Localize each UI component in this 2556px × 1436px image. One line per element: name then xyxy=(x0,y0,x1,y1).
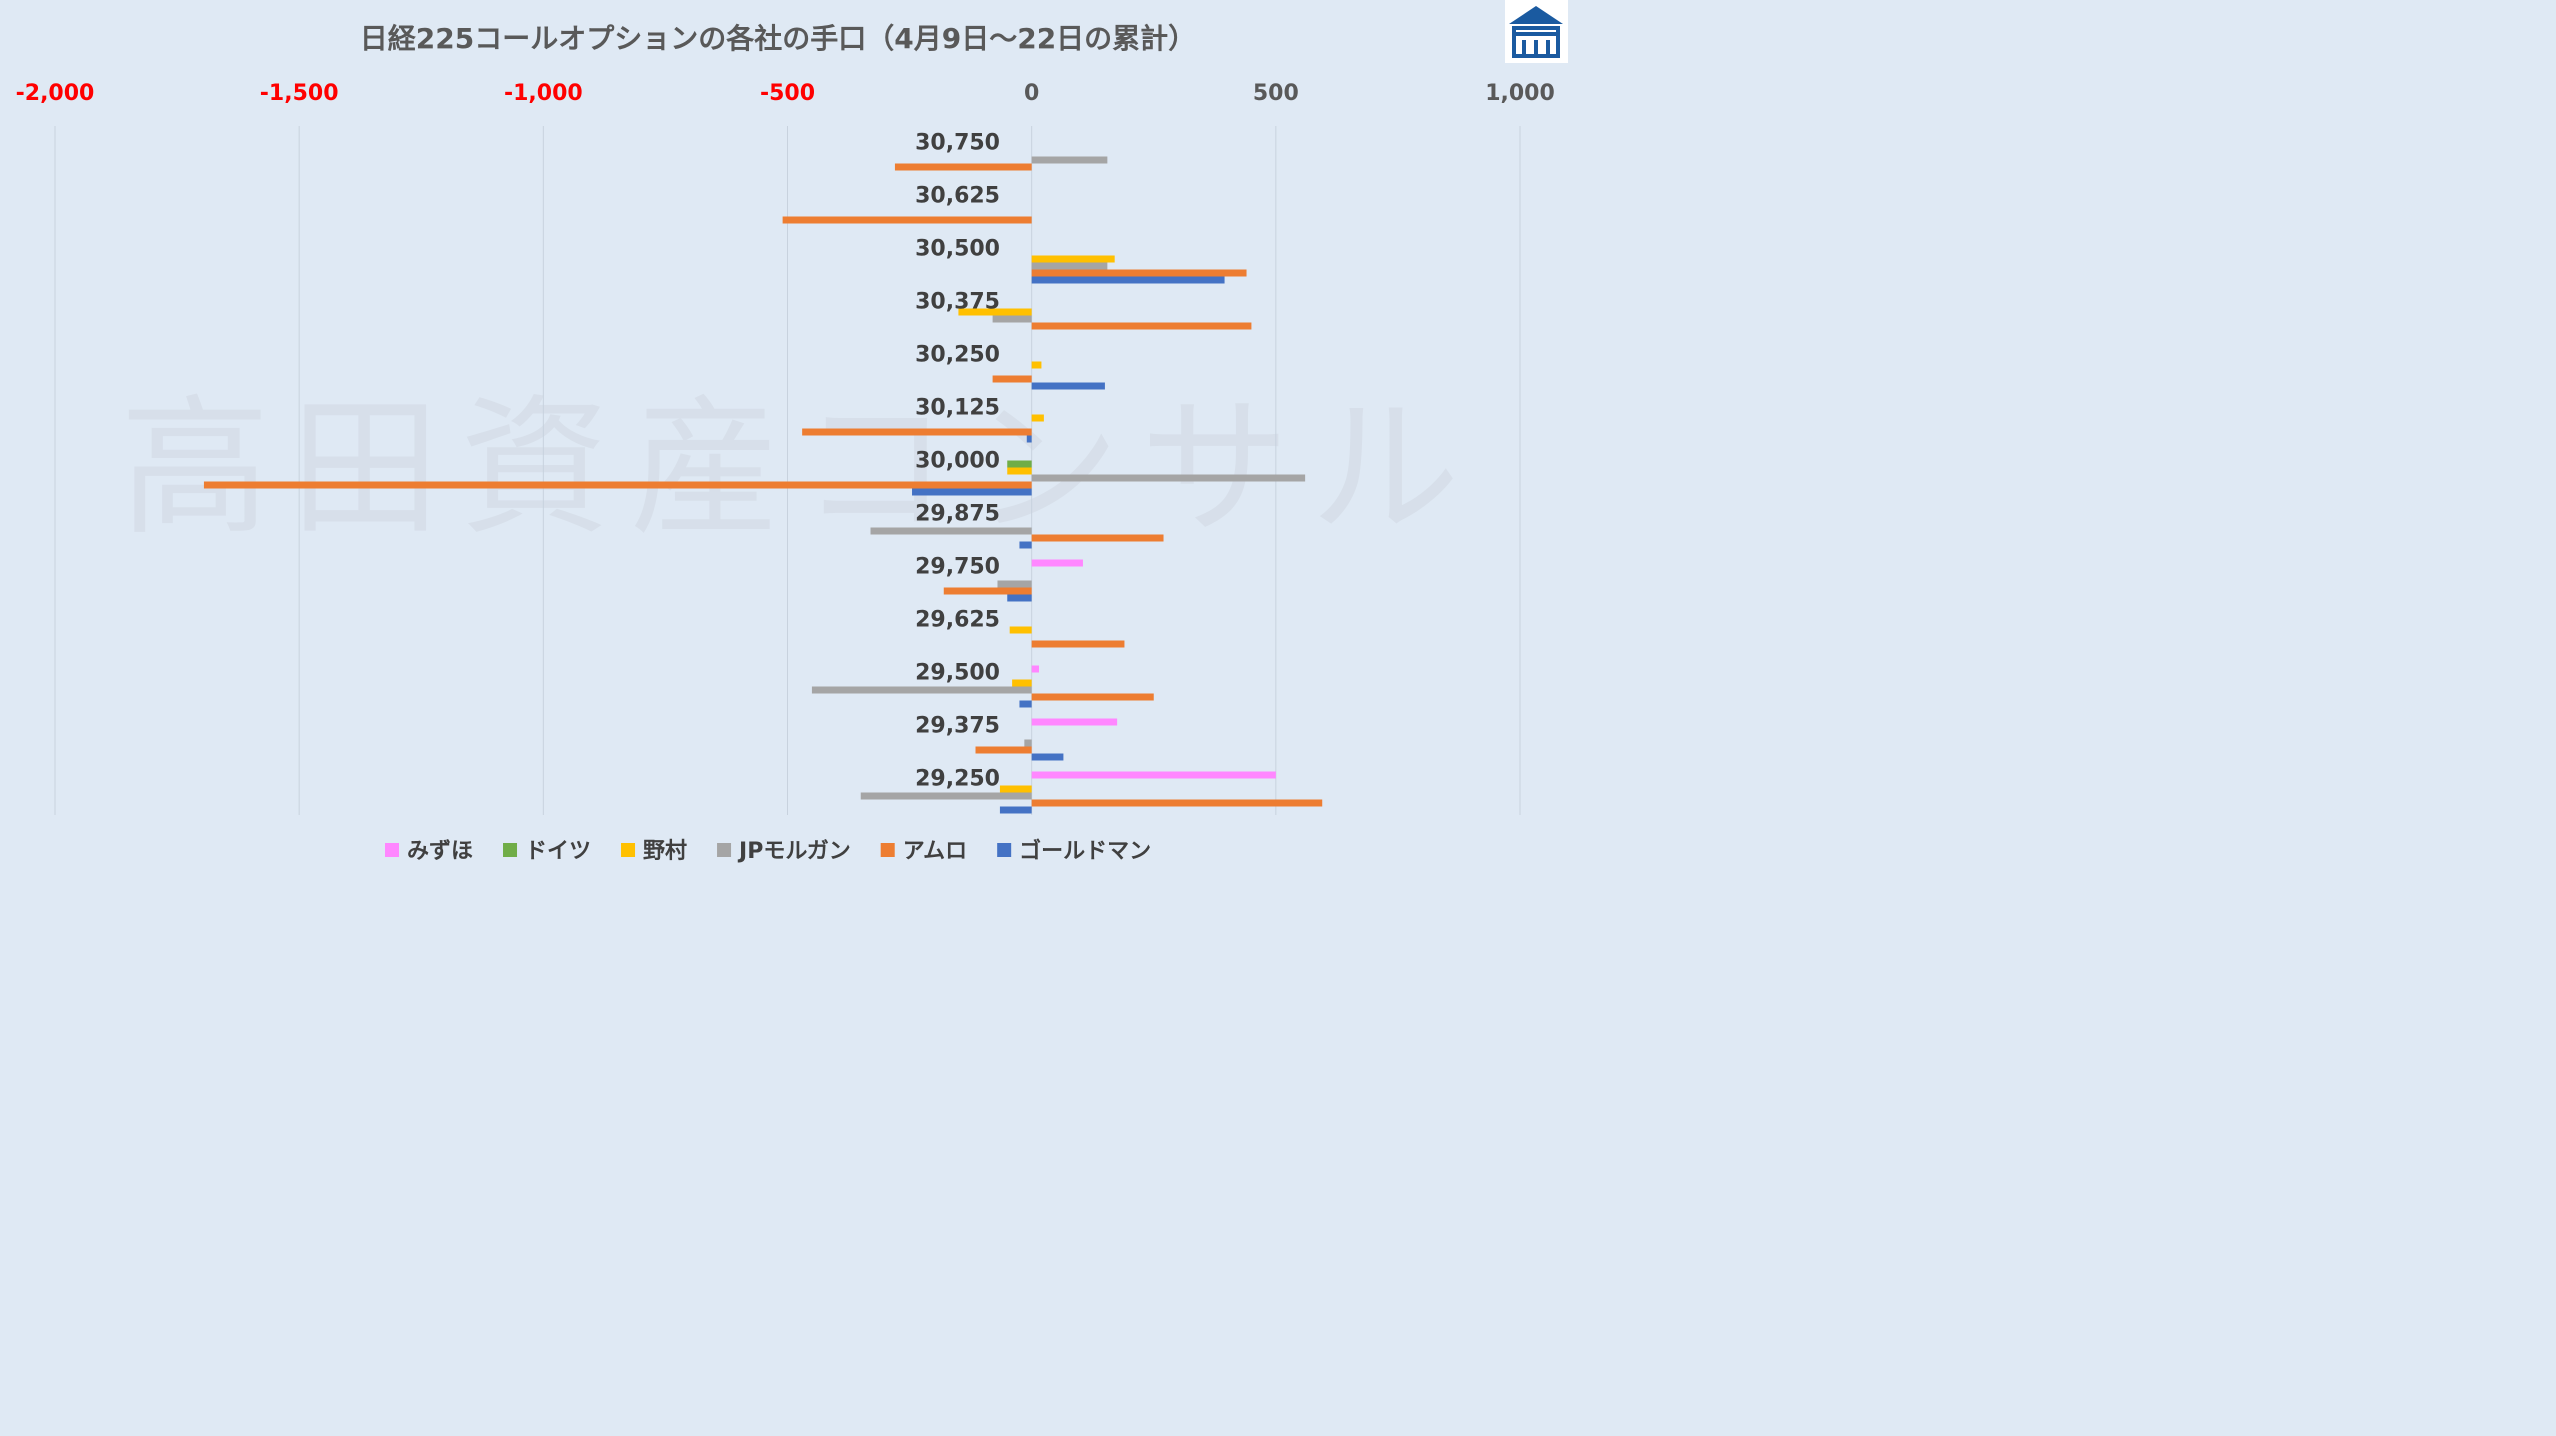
y-axis-ticks: 30,750 30,625 30,500 30,375 30,250 30,125 30,0… xyxy=(915,130,1000,791)
bar xyxy=(999,785,1032,793)
legend-swatch xyxy=(503,843,518,857)
bar xyxy=(1019,541,1032,549)
bar xyxy=(1031,156,1108,164)
bar xyxy=(992,375,1032,383)
bar xyxy=(999,806,1032,814)
bar xyxy=(1031,382,1105,390)
legend-swatch xyxy=(997,843,1012,857)
y-tick-label: 29,500 xyxy=(915,660,1000,685)
y-tick-label: 29,875 xyxy=(915,501,1000,526)
bars xyxy=(203,156,1323,814)
bar xyxy=(1031,361,1042,369)
bar xyxy=(1007,467,1032,475)
y-tick-label: 30,625 xyxy=(915,183,1000,208)
y-tick-label: 30,375 xyxy=(915,289,1000,314)
bar xyxy=(1026,435,1032,443)
bar xyxy=(943,587,1032,595)
y-tick-label: 30,750 xyxy=(915,130,1000,155)
bar xyxy=(1024,739,1032,747)
x-tick-label: -1,500 xyxy=(260,81,339,106)
bar xyxy=(1031,640,1125,648)
bar xyxy=(1031,534,1164,542)
legend-label: ゴールドマン xyxy=(1019,838,1151,864)
x-tick-label: -1,000 xyxy=(504,81,583,106)
bar xyxy=(1031,799,1323,807)
bar xyxy=(1031,322,1252,330)
bar xyxy=(870,527,1032,535)
bar xyxy=(1012,679,1032,687)
legend-swatch xyxy=(621,843,636,857)
bar xyxy=(1031,559,1083,567)
y-tick-label: 29,375 xyxy=(915,713,1000,738)
x-axis-ticks: -2,000 -1,500 -1,000 -500 0 500 1,000 xyxy=(16,81,1555,106)
bar xyxy=(1019,700,1032,708)
y-tick-label: 29,250 xyxy=(915,766,1000,791)
bar xyxy=(1031,414,1044,422)
bar xyxy=(1031,276,1225,284)
bar xyxy=(1031,693,1154,701)
legend: みずほ ドイツ 野村 JPモルガン アムロ ゴールドマン xyxy=(385,838,1151,864)
y-tick-label: 30,250 xyxy=(915,342,1000,367)
bar xyxy=(1031,262,1108,270)
x-tick-label: 1,000 xyxy=(1485,81,1555,106)
bar xyxy=(1031,255,1115,263)
logo-building-icon xyxy=(1509,6,1563,58)
legend-label: みずほ xyxy=(407,839,473,864)
y-tick-label: 29,750 xyxy=(915,554,1000,579)
bar xyxy=(997,580,1032,588)
bar xyxy=(782,216,1032,224)
chart: 日経225コールオプションの各社の手口（4月9日～22日の累計） 高田資産コンサ… xyxy=(0,0,1568,881)
legend-label: アムロ xyxy=(903,839,967,864)
bar xyxy=(958,308,1032,316)
legend-swatch xyxy=(385,843,399,857)
bar xyxy=(912,488,1032,496)
bar xyxy=(1009,626,1032,634)
legend-label: ドイツ xyxy=(525,839,591,864)
bar xyxy=(1031,771,1276,779)
bar xyxy=(1031,718,1118,726)
legend-swatch xyxy=(717,843,732,857)
bar xyxy=(1031,665,1039,673)
gridlines xyxy=(54,126,1521,815)
bar xyxy=(992,315,1032,323)
bar xyxy=(894,163,1032,171)
y-tick-label: 30,000 xyxy=(915,448,1000,473)
legend-swatch xyxy=(880,843,895,857)
y-tick-label: 30,125 xyxy=(915,395,1000,420)
x-tick-label: 500 xyxy=(1253,81,1299,106)
x-tick-label: -2,000 xyxy=(16,81,95,106)
bar xyxy=(975,746,1032,754)
bar xyxy=(860,792,1032,800)
y-tick-label: 29,625 xyxy=(915,607,1000,632)
bar xyxy=(1007,460,1032,468)
legend-label: 野村 xyxy=(643,839,687,864)
chart-background xyxy=(0,0,1568,881)
bar xyxy=(203,481,1032,489)
bar xyxy=(1031,269,1247,277)
watermark-text: 高田資産コンサル xyxy=(120,382,1480,556)
company-logo xyxy=(1505,0,1568,63)
legend-label: JPモルガン xyxy=(737,839,851,864)
bar xyxy=(811,686,1032,694)
bar xyxy=(1031,753,1064,761)
bar xyxy=(1007,594,1032,602)
bar xyxy=(1031,474,1306,482)
x-tick-label: 0 xyxy=(1024,81,1039,106)
x-tick-label: -500 xyxy=(760,81,815,106)
bar xyxy=(802,428,1032,436)
y-tick-label: 30,500 xyxy=(915,236,1000,261)
chart-title: 日経225コールオプションの各社の手口（4月9日～22日の累計） xyxy=(360,22,1196,55)
